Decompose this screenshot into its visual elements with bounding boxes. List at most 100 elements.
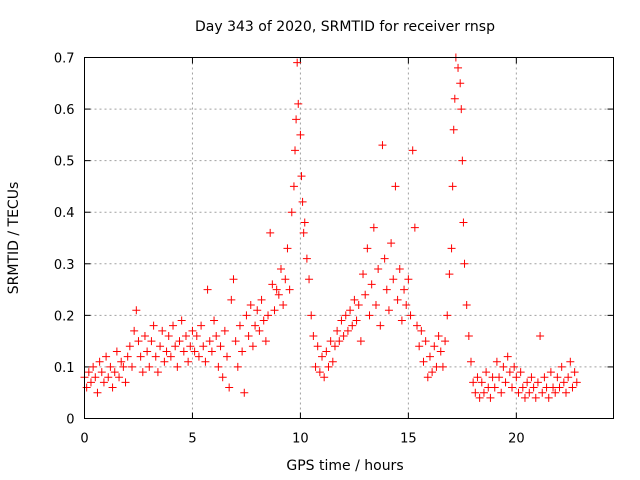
data-point <box>156 342 165 351</box>
data-point <box>108 383 117 392</box>
data-point <box>533 378 542 387</box>
data-point <box>419 357 428 366</box>
data-point <box>299 228 308 237</box>
data-point <box>166 352 175 361</box>
data-point <box>490 383 499 392</box>
data-point <box>227 295 236 304</box>
data-point <box>469 378 478 387</box>
x-tick-label: 10 <box>292 432 309 447</box>
data-point <box>296 130 305 139</box>
data-point <box>302 254 311 263</box>
data-point <box>525 388 534 397</box>
data-point <box>384 306 393 315</box>
data-point <box>544 393 553 402</box>
data-point <box>253 306 262 315</box>
data-point <box>365 311 374 320</box>
data-point <box>289 182 298 191</box>
data-point <box>251 321 260 330</box>
data-point <box>482 368 491 377</box>
y-tick-label: 0.2 <box>54 309 75 324</box>
data-point <box>104 373 113 382</box>
data-point <box>220 326 229 335</box>
data-point <box>293 58 302 67</box>
data-point <box>173 362 182 371</box>
data-point <box>123 352 132 361</box>
data-point <box>246 301 255 310</box>
data-point <box>259 316 268 325</box>
data-point <box>346 306 355 315</box>
data-point <box>233 362 242 371</box>
data-point <box>281 275 290 284</box>
data-point <box>300 218 309 227</box>
data-point <box>447 244 456 253</box>
data-point <box>315 368 324 377</box>
data-point <box>134 337 143 346</box>
data-point <box>279 301 288 310</box>
data-point <box>408 146 417 155</box>
grid <box>84 57 614 419</box>
data-point <box>510 362 519 371</box>
data-point <box>95 357 104 366</box>
data-point <box>238 347 247 356</box>
data-point <box>423 373 432 382</box>
data-point <box>561 388 570 397</box>
y-tick-label: 0.6 <box>54 103 75 118</box>
data-point <box>460 259 469 268</box>
data-point <box>369 223 378 232</box>
data-point <box>149 321 158 330</box>
data-point <box>475 393 484 402</box>
data-point <box>309 331 318 340</box>
data-point <box>415 342 424 351</box>
data-point <box>352 316 361 325</box>
data-point <box>216 342 225 351</box>
data-point <box>117 357 126 366</box>
data-point <box>311 362 320 371</box>
data-point <box>190 347 199 356</box>
data-point <box>503 352 512 361</box>
data-point <box>248 342 257 351</box>
data-point <box>203 285 212 294</box>
data-point <box>328 357 337 366</box>
data-point <box>188 326 197 335</box>
data-point <box>425 352 434 361</box>
data-point <box>298 197 307 206</box>
data-point <box>184 357 193 366</box>
data-point <box>449 125 458 134</box>
data-point <box>538 388 547 397</box>
data-point <box>285 285 294 294</box>
data-point <box>97 368 106 377</box>
data-point <box>410 223 419 232</box>
data-point <box>462 301 471 310</box>
data-point <box>307 311 316 320</box>
data-point <box>450 94 459 103</box>
data-point <box>402 301 411 310</box>
data-point <box>441 337 450 346</box>
data-point <box>115 373 124 382</box>
data-point <box>112 347 121 356</box>
data-point <box>354 301 363 310</box>
data-point <box>223 352 232 361</box>
x-tick-label: 20 <box>508 432 525 447</box>
data-point <box>240 388 249 397</box>
data-point <box>318 352 327 361</box>
data-point <box>261 337 270 346</box>
data-point <box>274 290 283 299</box>
data-point <box>492 357 501 366</box>
data-point <box>91 373 100 382</box>
data-point <box>225 383 234 392</box>
data-point <box>400 285 409 294</box>
y-axis-label: SRMTID / TECUs <box>6 182 22 295</box>
data-point <box>536 331 545 340</box>
data-point <box>457 105 466 114</box>
data-point <box>297 172 306 181</box>
data-point <box>235 321 244 330</box>
data-point <box>93 388 102 397</box>
data-point <box>276 264 285 273</box>
data-point <box>292 115 301 124</box>
data-point <box>192 331 201 340</box>
data-point <box>393 295 402 304</box>
data-point <box>130 326 139 335</box>
data-point <box>106 362 115 371</box>
data-point <box>473 373 482 382</box>
